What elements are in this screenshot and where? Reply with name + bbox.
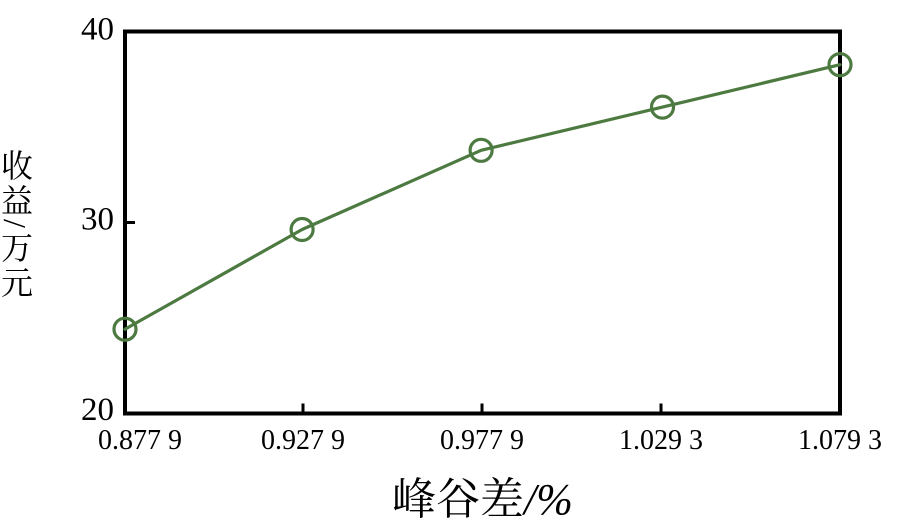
svg-text:1.079 3: 1.079 3 [798,425,882,456]
svg-text:20: 20 [81,392,114,428]
svg-text:40: 40 [81,12,114,48]
svg-text:0.927 9: 0.927 9 [261,425,345,456]
svg-text:0.977 9: 0.977 9 [440,425,524,456]
svg-text:1.029 3: 1.029 3 [619,425,703,456]
svg-text:0.877 9: 0.877 9 [98,425,182,456]
svg-text:30: 30 [81,202,114,238]
